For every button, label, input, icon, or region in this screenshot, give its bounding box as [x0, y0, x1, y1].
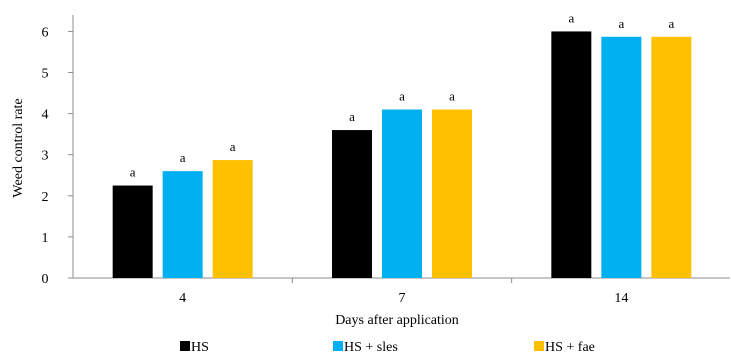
- y-tick-label: 5: [42, 67, 49, 82]
- legend-swatch: [534, 341, 544, 351]
- data-label: a: [230, 139, 236, 154]
- y-tick-label: 4: [42, 108, 49, 123]
- bar-hs-sles: [601, 36, 642, 278]
- y-tick-label: 6: [42, 25, 49, 40]
- legend-swatch: [180, 341, 190, 351]
- data-label: a: [130, 165, 136, 180]
- y-tick-label: 1: [42, 231, 49, 246]
- bar-hs: [332, 130, 372, 278]
- y-tick-label: 2: [42, 190, 49, 205]
- bar-hs-fae: [212, 160, 253, 278]
- legend-label: HS: [191, 340, 209, 355]
- x-tick-label: 14: [614, 291, 628, 306]
- y-tick-label: 0: [42, 272, 49, 287]
- data-label: a: [449, 89, 455, 104]
- bar-hs: [112, 185, 153, 278]
- data-label: a: [399, 89, 405, 104]
- legend-label: HS + sles: [344, 340, 398, 355]
- legend-label: HS + fae: [545, 340, 595, 355]
- bar-hs-fae: [432, 109, 472, 278]
- data-label: a: [618, 16, 624, 31]
- y-tick-label: 3: [42, 149, 49, 164]
- x-axis-title: Days after application: [335, 313, 459, 328]
- bar-hs-sles: [382, 109, 422, 278]
- bar-hs: [551, 31, 592, 278]
- bar-hs-sles: [162, 171, 203, 278]
- data-label: a: [568, 10, 574, 25]
- bar-hs-fae: [651, 36, 692, 278]
- data-label: a: [349, 109, 355, 124]
- x-tick-label: 7: [399, 291, 406, 306]
- data-label: a: [180, 150, 186, 165]
- y-axis-title: Weed control rate: [11, 98, 26, 197]
- legend-swatch: [333, 341, 343, 351]
- data-label: a: [668, 16, 674, 31]
- x-tick-label: 4: [179, 291, 186, 306]
